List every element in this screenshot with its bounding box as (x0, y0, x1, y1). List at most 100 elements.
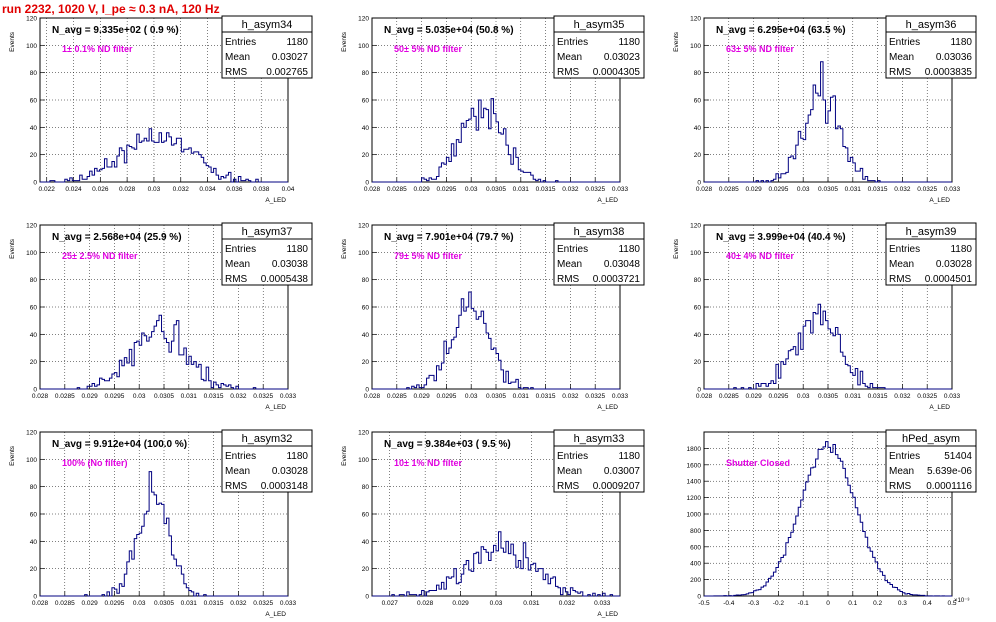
x-tick-label: 0.0315 (536, 393, 556, 400)
stats-value: 0.0004305 (593, 67, 641, 78)
histogram-panel: 0.027 0.028 0.029 0.03 0.031 0.032 0.033 0 20 40 6… (341, 429, 645, 618)
y-axis-label: Events (9, 445, 16, 466)
y-tick-label: 1200 (687, 495, 702, 502)
x-tick-label: 0.033 (944, 393, 961, 400)
y-tick-label: 120 (358, 430, 369, 437)
stats-title: hPed_asym (902, 433, 960, 445)
y-tick-label: 80 (362, 277, 370, 284)
stats-value: 0.03048 (604, 259, 641, 270)
x-tick-label: 0.028 (364, 186, 381, 193)
x-tick-label: 0.03 (148, 186, 161, 193)
y-tick-label: 120 (690, 16, 701, 23)
navg-label: N_avg = 3.999e+04 (40.4 %) (716, 232, 846, 243)
stats-title: h_asym33 (574, 433, 625, 445)
x-tick-label: 0.032 (562, 393, 579, 400)
stats-box (553, 238, 645, 286)
histogram-panel: -0.5 -0.4 -0.3 -0.2 -0.1 0 0.1 0.2 0.3 0.4 0.5 0 200… (687, 429, 977, 607)
y-tick-label: 60 (30, 98, 38, 105)
x-tick-label: 0.0325 (253, 600, 273, 607)
x-tick-label: 0.0305 (154, 393, 174, 400)
y-tick-label: 100 (690, 250, 701, 257)
x-tick-label: 0.033 (280, 600, 297, 607)
filter-label: 50± 5% ND filter (394, 44, 462, 54)
x-tick-label: 0.0285 (387, 186, 407, 193)
x-tick-label: 0.03 (465, 393, 478, 400)
stats-value: 0.03036 (936, 52, 973, 63)
y-tick-label: 80 (30, 277, 38, 284)
y-tick-label: 100 (26, 457, 37, 464)
y-axis-label: Events (673, 238, 680, 259)
stats-key: Entries (889, 244, 920, 255)
x-tick-label: 0.029 (81, 600, 98, 607)
stats-title: h_asym32 (242, 433, 293, 445)
y-tick-label: 1800 (687, 446, 702, 453)
x-tick-label: 0.028 (32, 600, 49, 607)
y-axis-label: Events (9, 31, 16, 52)
y-tick-label: 40 (694, 125, 702, 132)
histogram-line (40, 128, 288, 183)
x-tick-label: 0.033 (612, 186, 629, 193)
x-tick-label: 0.029 (81, 393, 98, 400)
y-tick-label: 60 (362, 305, 370, 312)
y-tick-label: 60 (362, 98, 370, 105)
stats-key: Entries (557, 451, 588, 462)
x-tick-label: 0.028 (696, 393, 713, 400)
x-tick-label: 0.032 (230, 393, 247, 400)
x-tick-label: 0.03 (797, 393, 810, 400)
filter-label: 1± 0.1% ND filter (62, 44, 133, 54)
y-tick-label: 120 (26, 223, 37, 230)
x-tick-label: -0.2 (773, 600, 785, 607)
y-tick-label: 80 (694, 70, 702, 77)
stats-key: Entries (225, 37, 256, 48)
stats-value: 1180 (618, 244, 640, 255)
stats-box (885, 445, 977, 493)
y-tick-label: 0 (33, 387, 37, 394)
y-tick-label: 20 (694, 152, 702, 159)
x-tick-label: 0.029 (413, 393, 430, 400)
stats-key: RMS (557, 481, 580, 492)
stats-title: h_asym35 (574, 19, 625, 31)
stats-value: 0.0005438 (261, 274, 309, 285)
y-tick-label: 40 (362, 539, 370, 546)
y-tick-label: 0 (697, 387, 701, 394)
histogram-line (704, 303, 952, 390)
x-tick-label: 0.03 (133, 393, 146, 400)
x-tick-label: 0.0325 (917, 186, 937, 193)
stats-key: Mean (557, 52, 582, 63)
x-tick-label: 0.0305 (486, 393, 506, 400)
histogram-panel: 0.028 0.0285 0.029 0.0295 0.03 0.0305 0.031 0.0… (673, 222, 977, 411)
y-tick-label: 60 (30, 512, 38, 519)
x-tick-label: 0.03 (797, 186, 810, 193)
y-tick-label: 60 (362, 512, 370, 519)
x-tick-label: 0.031 (845, 186, 862, 193)
stats-box (553, 445, 645, 493)
x-tick-label: 0.028 (364, 393, 381, 400)
stats-key: Entries (557, 244, 588, 255)
x-axis-label: A_LED (597, 611, 618, 618)
y-tick-label: 60 (694, 305, 702, 312)
stats-key: Entries (557, 37, 588, 48)
x-tick-label: 0.032 (562, 186, 579, 193)
y-tick-label: 0 (365, 594, 369, 601)
x-tick-label: 0.0325 (917, 393, 937, 400)
x-tick-label: 0.0285 (55, 393, 75, 400)
y-tick-label: 0 (365, 387, 369, 394)
stats-key: RMS (225, 67, 248, 78)
stats-title: h_asym36 (906, 19, 957, 31)
stats-box (221, 238, 313, 286)
stats-value: 0.03007 (604, 466, 641, 477)
x-tick-label: 0.028 (119, 186, 136, 193)
x-tick-label: 0.032 (559, 600, 576, 607)
stats-value: 1180 (618, 451, 640, 462)
histogram-line (372, 531, 620, 597)
x-tick-label: -0.1 (798, 600, 810, 607)
y-axis-label: Events (9, 238, 16, 259)
x-tick-label: 0.033 (280, 393, 297, 400)
stats-value: 0.0003721 (593, 274, 641, 285)
x-axis-label: A_LED (265, 611, 286, 618)
filter-label: 25± 2.5% ND filter (62, 251, 138, 261)
x-tick-label: -0.5 (698, 600, 710, 607)
stats-key: RMS (557, 274, 580, 285)
x-tick-label: 0.033 (612, 393, 629, 400)
